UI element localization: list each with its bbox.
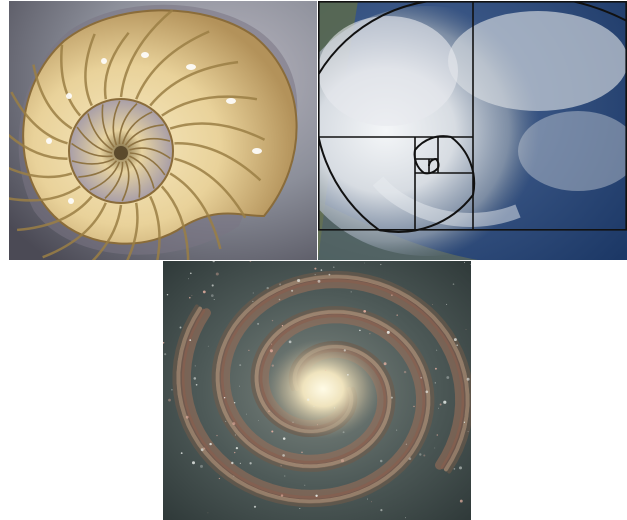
spiral-galaxy-icon [163, 261, 471, 520]
spiral-galaxy-photo [163, 261, 471, 520]
hurricane-spiral-icon [318, 1, 627, 260]
nautilus-shell-icon [9, 1, 317, 260]
nautilus-shell-photo [9, 1, 317, 260]
hurricane-spiral-photo [318, 1, 627, 260]
